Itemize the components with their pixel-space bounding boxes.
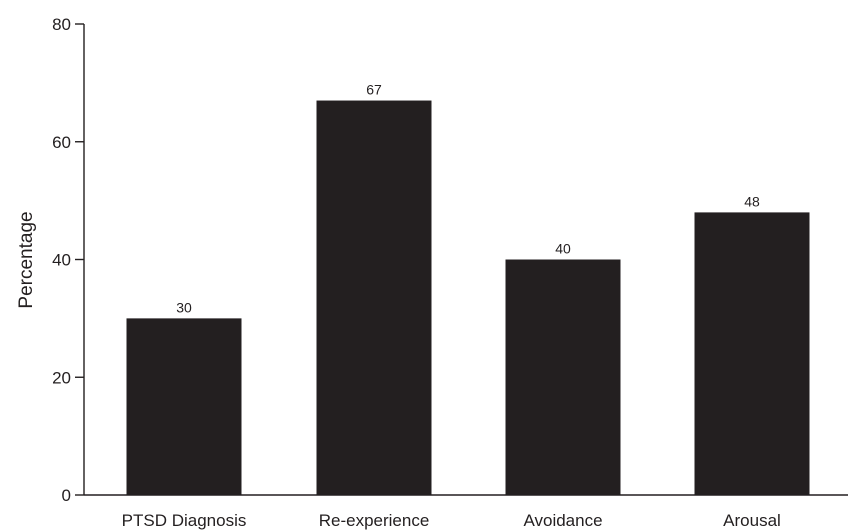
x-category-label: PTSD Diagnosis — [122, 511, 247, 530]
bars-group: 30 67 40 48 — [126, 82, 810, 495]
y-tick-label: 80 — [52, 15, 71, 34]
bar-value-label: 48 — [744, 193, 760, 209]
bar — [505, 259, 621, 495]
x-category-label: Arousal — [723, 511, 781, 530]
bar — [316, 100, 432, 495]
y-axis: 0 20 40 60 80 — [52, 15, 85, 505]
y-tick-label: 20 — [52, 368, 71, 387]
x-category-label: Avoidance — [523, 511, 602, 530]
y-tick-label: 0 — [62, 486, 71, 505]
bar-value-label: 30 — [176, 299, 192, 315]
y-tick-label: 40 — [52, 251, 71, 270]
bar — [126, 318, 242, 495]
bar-value-label: 40 — [555, 241, 571, 257]
y-tick-label: 60 — [52, 133, 71, 152]
x-category-label: Re-experience — [319, 511, 430, 530]
bar — [694, 212, 810, 495]
y-axis-title: Percentage — [16, 211, 37, 308]
x-axis: PTSD Diagnosis Re-experience Avoidance Arou… — [84, 494, 848, 530]
bar-value-label: 67 — [366, 82, 382, 98]
